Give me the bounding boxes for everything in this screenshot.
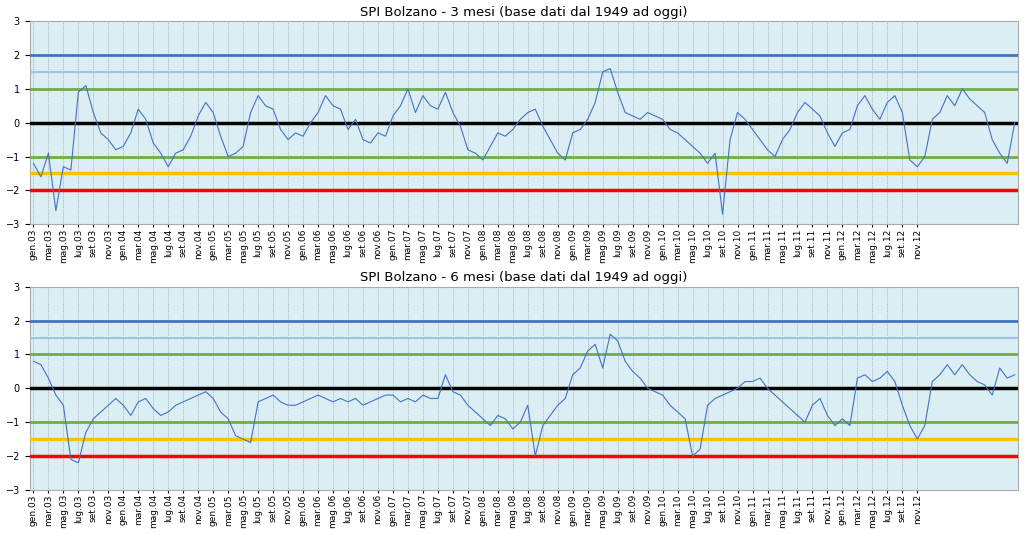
- Title: SPI Bolzano - 3 mesi (base dati dal 1949 ad oggi): SPI Bolzano - 3 mesi (base dati dal 1949…: [360, 5, 688, 19]
- Title: SPI Bolzano - 6 mesi (base dati dal 1949 ad oggi): SPI Bolzano - 6 mesi (base dati dal 1949…: [360, 271, 688, 284]
